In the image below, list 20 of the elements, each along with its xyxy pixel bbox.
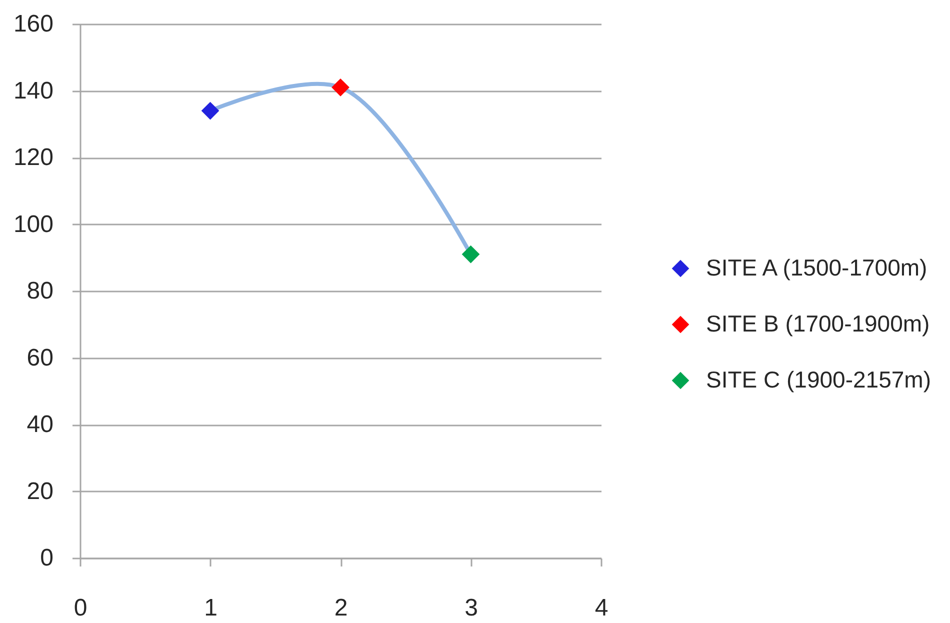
point xyxy=(332,78,350,96)
y-tick-label: 140 xyxy=(13,77,54,104)
y-tick-label: 120 xyxy=(13,144,54,171)
legend-label: SITE C (1900-2157m) xyxy=(706,366,931,392)
y-tick-label: 0 xyxy=(40,544,54,572)
y-tick-label: 160 xyxy=(13,10,54,38)
x-tick-label: 0 xyxy=(74,594,88,622)
legend-label: SITE B (1700-1900m) xyxy=(706,310,930,336)
point xyxy=(462,245,480,264)
y-tick-label: 40 xyxy=(26,411,54,438)
x-tick-label: 4 xyxy=(594,594,608,622)
point xyxy=(201,102,220,120)
x-tick-label: 2 xyxy=(334,594,348,622)
y-tick-label: 80 xyxy=(26,278,54,304)
x-tick-label: 3 xyxy=(464,594,478,622)
legend-label: SITE A (1500-1700m) xyxy=(706,254,928,280)
y-tick-label: 100 xyxy=(13,210,54,238)
x-tick-label: 1 xyxy=(204,594,218,622)
y-tick-label: 20 xyxy=(26,478,54,505)
y-tick-label: 60 xyxy=(26,344,54,372)
